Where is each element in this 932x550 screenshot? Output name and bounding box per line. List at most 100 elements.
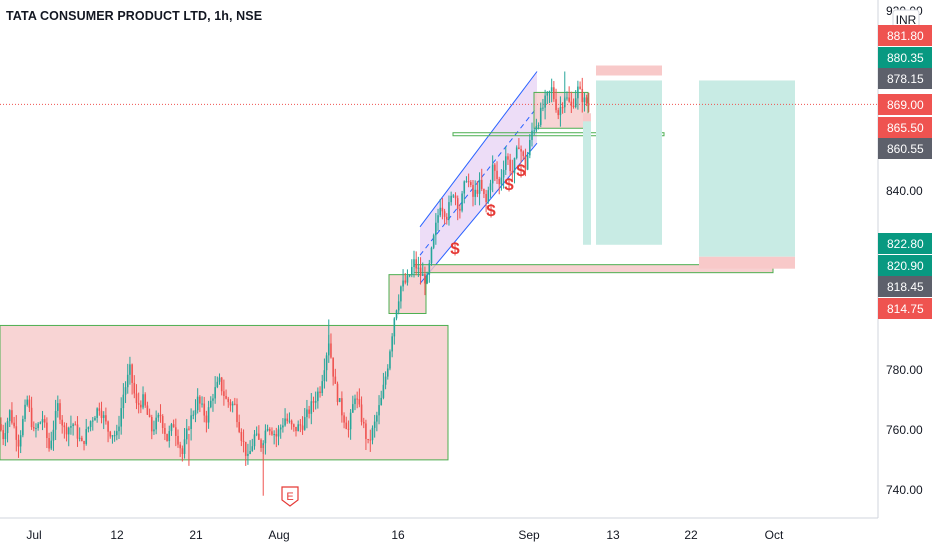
candle-body — [209, 400, 212, 408]
candle-body — [22, 418, 24, 436]
position1-bar-stop — [583, 113, 591, 122]
candle-body — [54, 410, 57, 430]
candle-body — [264, 430, 267, 444]
position2-stop — [699, 256, 795, 269]
channel-fill — [420, 71, 537, 284]
candle-body — [445, 216, 448, 220]
candle-body — [544, 95, 546, 108]
candle-body — [17, 439, 20, 447]
candle-body — [310, 401, 313, 414]
candle-body — [349, 412, 352, 430]
candle-body — [223, 391, 225, 396]
candle-body — [323, 370, 326, 382]
candle-body — [513, 157, 516, 174]
candle-body — [356, 398, 358, 400]
candle-body — [362, 421, 365, 424]
candle-body — [485, 193, 487, 202]
candle-body — [30, 407, 33, 428]
candle-body — [52, 429, 55, 441]
candle-body — [118, 426, 120, 432]
dollar-annotation: $ — [504, 175, 514, 194]
time-tick-label: Sep — [518, 528, 540, 542]
time-tick-label: 13 — [606, 528, 620, 542]
candle-body — [275, 434, 278, 437]
candle-body — [116, 431, 118, 436]
candle-body — [295, 426, 297, 432]
candle-body — [386, 368, 389, 377]
candle-body — [338, 398, 341, 402]
candle-body — [214, 387, 216, 399]
price-label-text: 820.90 — [887, 259, 924, 273]
price-tick-label: 780.00 — [886, 363, 923, 377]
candle-body — [249, 451, 251, 454]
candle-body — [509, 159, 511, 172]
price-label-text: 818.45 — [887, 280, 924, 294]
annotations-layer: $$$$E — [281, 161, 526, 507]
candle-body — [135, 393, 138, 404]
candle-body — [352, 404, 354, 413]
position1-stop — [596, 65, 662, 76]
price-label-tag: 881.80 — [878, 25, 932, 46]
candle-body — [83, 440, 85, 444]
candle-body — [467, 181, 470, 183]
candle-body — [341, 398, 343, 416]
candle-body — [6, 421, 9, 434]
candle-body — [192, 414, 195, 416]
candle-body — [253, 434, 256, 447]
price-label-bg — [878, 298, 932, 319]
price-label-bg — [878, 117, 932, 138]
candle-body — [0, 424, 2, 431]
candle-body — [421, 274, 424, 276]
candle-body — [63, 425, 66, 428]
candle-body — [8, 410, 11, 422]
price-label-bg — [878, 255, 932, 276]
candle-body — [413, 259, 415, 268]
candle-body — [11, 410, 13, 423]
candle-body — [411, 267, 413, 275]
candle-body — [382, 384, 385, 398]
price-label-tag: 865.50 — [878, 117, 932, 138]
price-tick-label: 840.00 — [886, 184, 923, 198]
candle-body — [4, 433, 7, 440]
candle-body — [555, 99, 557, 111]
candle-body — [546, 92, 549, 96]
candle-body — [452, 195, 455, 197]
candle-body — [537, 124, 540, 127]
candle-body — [199, 396, 201, 404]
candle-body — [297, 424, 299, 432]
price-label-bg — [878, 25, 932, 46]
candle-body — [581, 88, 584, 103]
time-tick-label: Jul — [26, 528, 41, 542]
price-label-text: 878.15 — [887, 72, 924, 86]
candle-body — [220, 377, 223, 392]
candle-body — [404, 280, 407, 283]
candle-body — [308, 409, 310, 414]
candle-body — [507, 156, 509, 160]
price-label-tag: 822.80 — [878, 233, 932, 254]
candle-body — [15, 426, 18, 440]
candle-body — [319, 391, 321, 394]
candle-body — [142, 394, 144, 408]
earnings-marker-shape — [281, 486, 299, 507]
candle-body — [46, 422, 48, 439]
candle-body — [188, 428, 190, 430]
candle-body — [389, 351, 391, 369]
candle-body — [133, 382, 136, 394]
candle-body — [496, 170, 498, 179]
candle-body — [144, 394, 147, 406]
candle-body — [234, 403, 236, 405]
candle-body — [570, 101, 573, 106]
candle-body — [161, 416, 164, 428]
candle-body — [288, 420, 291, 422]
time-tick-label: Aug — [268, 528, 289, 542]
candle-body — [218, 377, 221, 382]
candle-body — [78, 437, 81, 439]
candle-body — [465, 181, 468, 183]
candle-body — [207, 407, 210, 423]
candle-body — [550, 87, 553, 92]
price-tick-label: 760.00 — [886, 423, 923, 437]
time-tick-label: 21 — [189, 528, 203, 542]
candle-body — [529, 140, 531, 156]
candle-body — [428, 263, 431, 275]
